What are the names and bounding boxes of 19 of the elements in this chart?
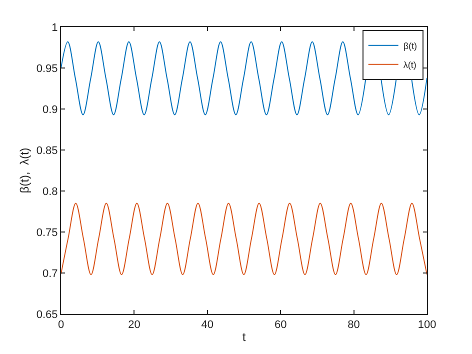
y-tick-label: 0.8 [42, 186, 58, 198]
line-series [61, 202, 427, 276]
y-axis-title: β(t), λ(t) [18, 148, 32, 194]
y-tick-label: 0.95 [36, 62, 58, 75]
x-tick-label: 20 [128, 319, 140, 332]
x-tick-label: 0 [58, 319, 64, 332]
x-tick-label: 100 [418, 319, 436, 332]
legend-label: β(t) [403, 40, 418, 51]
legend-label: λ(t) [403, 60, 416, 70]
y-tick-label: 0.9 [42, 104, 58, 116]
x-tick-label: 80 [348, 319, 360, 332]
x-tick-label: 40 [201, 319, 214, 332]
x-tick-label: 60 [274, 319, 287, 332]
y-tick-label: 0.85 [36, 144, 58, 157]
y-tick-label: 0.75 [36, 226, 58, 239]
x-axis-title: t [242, 330, 246, 344]
y-tick-label: 0.7 [42, 268, 58, 280]
y-tick-label: 0.65 [36, 308, 58, 321]
y-tick-label: 1 [52, 22, 58, 34]
